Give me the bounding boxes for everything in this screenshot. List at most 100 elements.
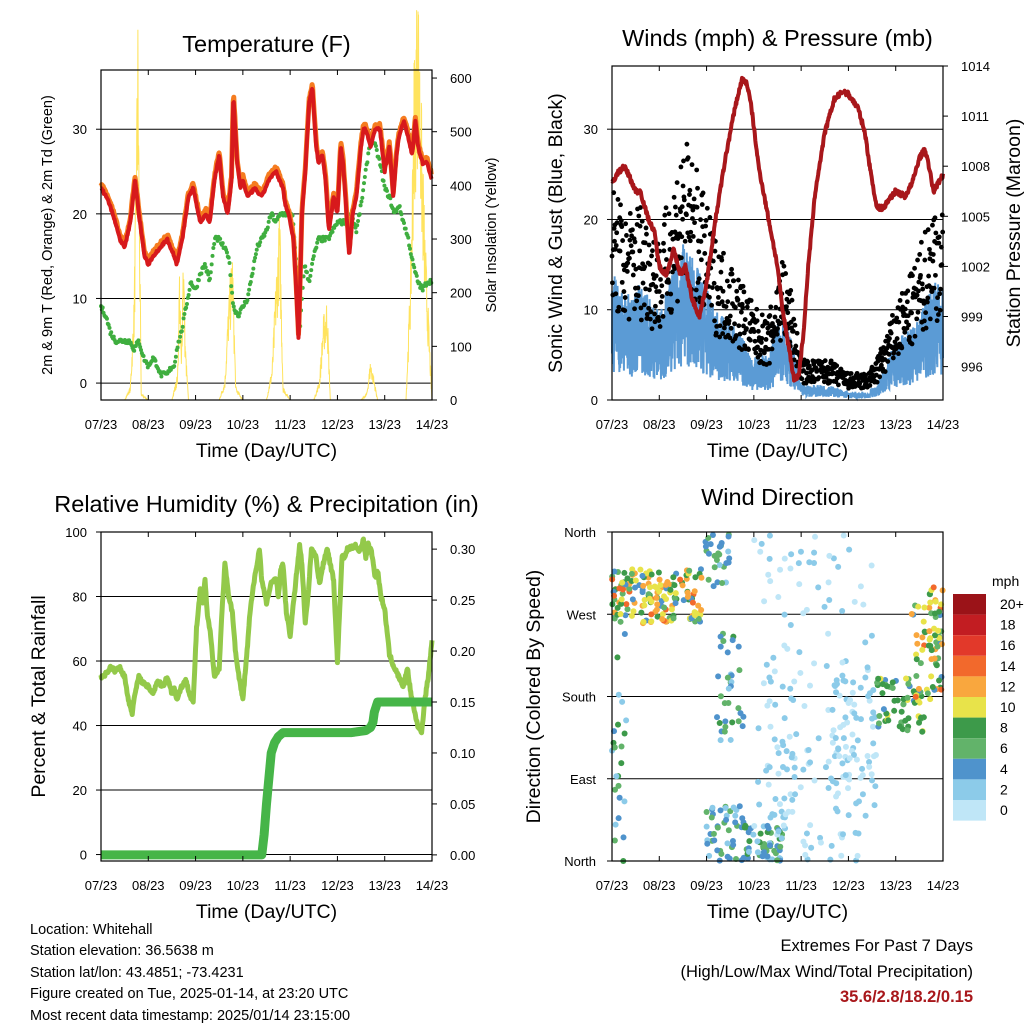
direction-point: [924, 690, 931, 697]
direction-point: [862, 812, 869, 819]
colorbar-label: 8: [1000, 720, 1008, 736]
gust-point: [702, 251, 708, 256]
colorbar-label: 0: [1000, 802, 1008, 818]
gust-point: [877, 374, 883, 380]
direction-point: [849, 731, 856, 738]
gust-point: [882, 369, 888, 374]
pressure-series: [610, 75, 945, 383]
direction-point: [830, 555, 837, 562]
gust-point: [753, 350, 759, 356]
gust-point: [678, 209, 683, 215]
direction-point: [722, 723, 729, 730]
dewpoint-point: [254, 247, 259, 252]
gust-point: [715, 295, 721, 300]
direction-point: [889, 684, 896, 691]
gust-point: [914, 316, 920, 322]
direction-point: [618, 760, 625, 767]
gust-point: [671, 194, 677, 200]
direction-point: [795, 560, 802, 567]
direction-point: [832, 805, 839, 812]
dewpoint-point: [236, 314, 241, 319]
extremes-title: Extremes For Past 7 Days: [780, 937, 973, 955]
panel3-xlabel: Time (Day/UTC): [196, 901, 337, 923]
gust-point: [684, 141, 690, 147]
panel3-xtick-label: 14/23: [416, 878, 449, 893]
direction-point: [783, 766, 790, 773]
gust-point: [918, 239, 924, 245]
gust-point: [690, 234, 696, 239]
direction-point: [868, 771, 875, 778]
gust-point: [635, 293, 641, 299]
direction-point: [622, 612, 629, 619]
gust-point: [625, 251, 631, 257]
direction-point: [860, 601, 867, 608]
dewpoint-point: [181, 316, 186, 321]
gust-point: [770, 338, 776, 344]
direction-point: [845, 812, 852, 819]
direction-point: [871, 802, 878, 809]
panel2-ytick-label: 0: [591, 393, 598, 408]
gust-point: [923, 325, 929, 331]
dewpoint-point: [304, 270, 309, 275]
direction-point: [775, 770, 782, 777]
dewpoint-point: [195, 284, 200, 289]
panel1-xtick-label: 12/23: [321, 417, 354, 432]
gust-point: [699, 202, 705, 207]
dewpoint-point: [248, 279, 253, 284]
gust-point: [906, 322, 912, 328]
direction-point: [653, 594, 660, 601]
gust-point: [821, 379, 827, 385]
panel3-xtick-label: 13/23: [368, 878, 401, 893]
panel2-plot-area: [609, 75, 946, 402]
gust-point: [933, 306, 939, 311]
direction-point: [711, 564, 718, 571]
dewpoint-point: [104, 316, 109, 321]
direction-point: [853, 714, 860, 721]
gust-point: [703, 223, 709, 229]
direction-point: [764, 853, 771, 860]
gust-point: [659, 283, 665, 289]
dewpoint-point: [303, 264, 308, 269]
direction-point: [825, 758, 832, 765]
panel1-xtick-label: 11/23: [274, 417, 306, 432]
gust-point: [937, 307, 943, 313]
dewpoint-point: [106, 322, 111, 327]
direction-point: [724, 674, 731, 681]
direction-point: [659, 616, 666, 623]
panel2-xlabel: Time (Day/UTC): [707, 440, 848, 462]
gust-point: [926, 273, 932, 279]
direction-point: [875, 720, 882, 727]
direction-point: [811, 549, 818, 556]
gust-point: [630, 272, 636, 278]
dewpoint-point: [360, 195, 365, 200]
gust-point: [712, 318, 717, 324]
direction-point: [825, 630, 832, 637]
direction-point: [647, 584, 654, 591]
direction-point: [869, 715, 876, 722]
direction-point: [898, 708, 905, 715]
direction-point: [931, 632, 938, 639]
direction-point: [672, 590, 679, 597]
panel4-xtick-label: 12/23: [832, 878, 865, 893]
direction-point: [717, 633, 724, 640]
gust-point: [636, 213, 642, 219]
gust-point: [617, 248, 623, 254]
direction-point: [846, 755, 853, 762]
dewpoint-point: [384, 188, 389, 193]
dewpoint-point: [361, 188, 366, 193]
direction-point: [716, 720, 723, 727]
gust-point: [711, 280, 717, 286]
dewpoint-point: [374, 148, 379, 153]
direction-point: [771, 668, 778, 675]
panel1-y2tick-label: 100: [450, 339, 472, 354]
direction-point: [879, 681, 886, 688]
gust-point: [828, 358, 834, 364]
dewpoint-point: [308, 273, 313, 278]
direction-point: [827, 856, 834, 863]
dewpoint-point: [220, 241, 225, 246]
direction-point: [767, 814, 774, 821]
gust-point: [644, 231, 649, 237]
direction-point: [621, 730, 628, 737]
direction-point: [760, 680, 767, 687]
direction-point: [913, 651, 920, 658]
